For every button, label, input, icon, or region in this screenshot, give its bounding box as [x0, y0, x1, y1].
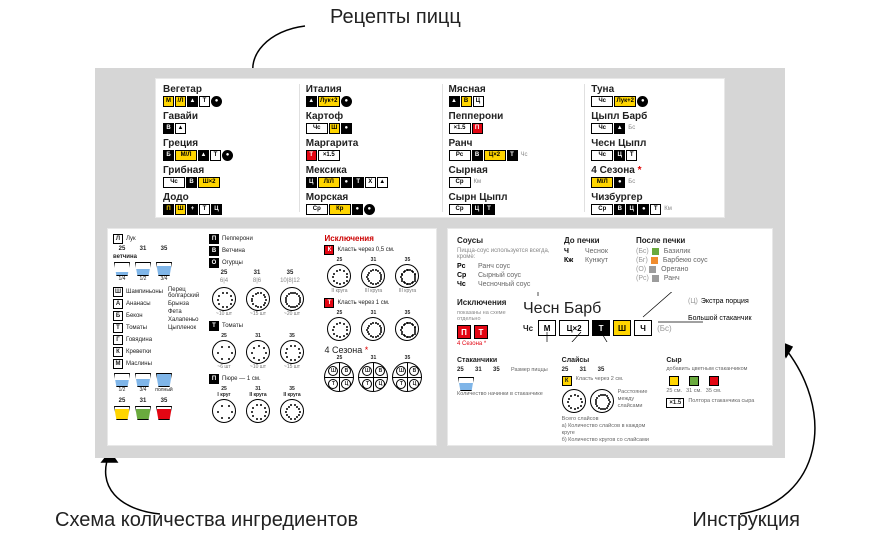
recipe: Пепперони×1.5П	[449, 111, 575, 134]
recipe: Мясная▲ВЦ	[449, 84, 575, 107]
recipe: ДодоПШ+ТЦ	[163, 192, 289, 215]
recipe: ВегетарМ/Л▲Т●	[163, 84, 289, 107]
recipe: 4 Сезона *М/Л●Бс	[591, 165, 717, 188]
recipe: ЧизбургерСрВЦ●ТКм	[591, 192, 717, 215]
recipe: Италия▲Лук+2●	[306, 84, 432, 107]
recipe: РанчРсВЦ×2ТЧс	[449, 138, 575, 161]
recipes-card: ВегетарМ/Л▲Т● ГавайиВ▲ ГрецияБМ/Л▲Т● Грибна…	[155, 78, 725, 218]
recipe: ТунаЧсЛук+2●	[591, 84, 717, 107]
ingredients-card: ЛЛук253135ветчина1/41/23/4ШШампиньоныААн…	[107, 228, 437, 446]
recipe: ГрецияБМ/Л▲Т●	[163, 138, 289, 161]
recipe: КартофЧсШ●	[306, 111, 432, 134]
instruction-card: СоусыПицца-соус используется всегда, кро…	[447, 228, 773, 446]
recipe: Сырн ЦыплСрЦТ	[449, 192, 575, 215]
recipe: МаргаритаТ×1.5	[306, 138, 432, 161]
recipe: МексикаЦЛ/Л●ТХ▲	[306, 165, 432, 188]
recipe: Чесн ЦыплЧсЦТ	[591, 138, 717, 161]
recipe: МорскаяСрКр●●	[306, 192, 432, 215]
stage: ВегетарМ/Л▲Т● ГавайиВ▲ ГрецияБМ/Л▲Т● Грибна…	[95, 68, 785, 458]
recipe: СырнаяСрКм	[449, 165, 575, 188]
recipe: ГрибнаяЧсВШ×2	[163, 165, 289, 188]
recipe: ГавайиВ▲	[163, 111, 289, 134]
recipe: Цыпл БарбЧс▲Бс	[591, 111, 717, 134]
